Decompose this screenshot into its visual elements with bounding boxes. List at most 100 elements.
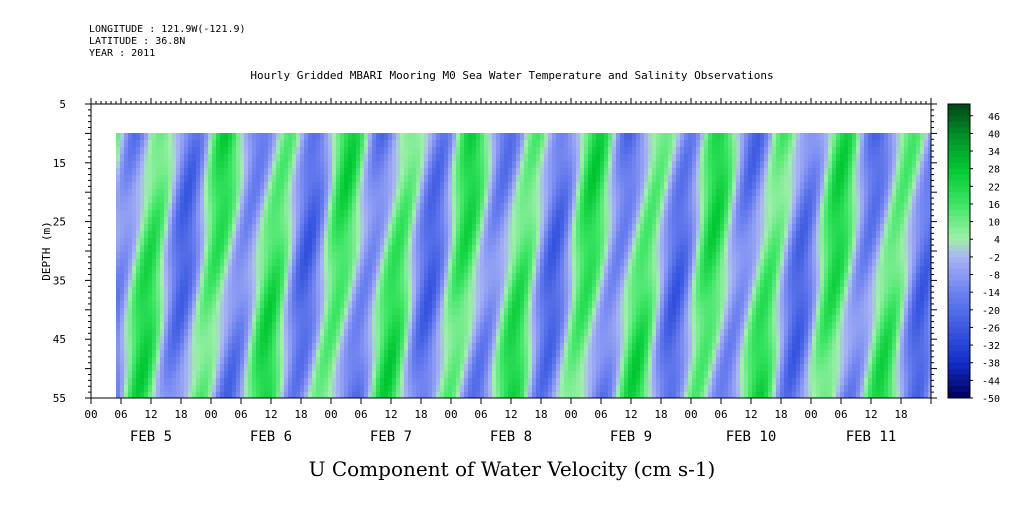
- heatmap-cell: [372, 336, 377, 344]
- heatmap-cell: [368, 371, 373, 379]
- heatmap-cell: [128, 287, 133, 295]
- heatmap-cell: [172, 392, 177, 399]
- heatmap-cell: [580, 343, 585, 351]
- heatmap-cell: [560, 378, 565, 386]
- heatmap-cell: [564, 175, 569, 183]
- heatmap-cell: [576, 189, 581, 197]
- heatmap-cell: [480, 378, 485, 386]
- heatmap-cell: [320, 196, 325, 204]
- heatmap-cell: [180, 273, 185, 281]
- heatmap-cell: [212, 322, 217, 330]
- heatmap-cell: [604, 343, 609, 351]
- heatmap-cell: [580, 315, 585, 323]
- heatmap-cell: [336, 378, 341, 386]
- heatmap-cell: [188, 147, 193, 155]
- heatmap-cell: [444, 147, 449, 155]
- heatmap-cell: [156, 301, 161, 309]
- heatmap-cell: [156, 329, 161, 337]
- heatmap-cell: [556, 364, 561, 372]
- heatmap-cell: [120, 322, 125, 330]
- heatmap-cell: [356, 392, 361, 399]
- heatmap-cell: [172, 371, 177, 379]
- heatmap-cell: [612, 294, 617, 302]
- heatmap-cell: [332, 357, 337, 365]
- heatmap-cell: [432, 175, 437, 183]
- heatmap-cell: [296, 301, 301, 309]
- heatmap-cell: [600, 168, 605, 176]
- heatmap-cell: [180, 189, 185, 197]
- heatmap-cell: [240, 189, 245, 197]
- heatmap-cell: [420, 231, 425, 239]
- heatmap-cell: [548, 287, 553, 295]
- heatmap-cell: [164, 273, 169, 281]
- heatmap-cell: [576, 161, 581, 169]
- heatmap-cell: [400, 343, 405, 351]
- heatmap-cell: [576, 266, 581, 274]
- heatmap-cell: [344, 294, 349, 302]
- heatmap-cell: [160, 294, 165, 302]
- heatmap-cell: [300, 231, 305, 239]
- heatmap-cell: [376, 175, 381, 183]
- heatmap-cell: [488, 133, 493, 141]
- heatmap-cell: [428, 147, 433, 155]
- heatmap-cell: [600, 147, 605, 155]
- heatmap-cell: [276, 189, 281, 197]
- heatmap-cell: [476, 189, 481, 197]
- heatmap-cell: [440, 203, 445, 211]
- heatmap-cell: [196, 371, 201, 379]
- heatmap-cell: [140, 245, 145, 253]
- heatmap-cell: [548, 259, 553, 267]
- heatmap-cell: [336, 392, 341, 399]
- heatmap-cell: [616, 294, 621, 302]
- heatmap-cell: [544, 238, 549, 246]
- heatmap-cell: [284, 175, 289, 183]
- heatmap-cell: [228, 364, 233, 372]
- heatmap-cell: [528, 210, 533, 218]
- heatmap-cell: [544, 245, 549, 253]
- heatmap-cell: [428, 315, 433, 323]
- heatmap-cell: [144, 266, 149, 274]
- heatmap-cell: [488, 329, 493, 337]
- heatmap-cell: [140, 357, 145, 365]
- heatmap-cell: [468, 273, 473, 281]
- heatmap-cell: [576, 336, 581, 344]
- heatmap-cell: [600, 259, 605, 267]
- heatmap-cell: [464, 371, 469, 379]
- heatmap-cell: [164, 385, 169, 393]
- heatmap-cell: [280, 343, 285, 351]
- heatmap-cell: [424, 357, 429, 365]
- heatmap-cell: [260, 385, 265, 393]
- heatmap-cell: [120, 280, 125, 288]
- heatmap-cell: [360, 266, 365, 274]
- heatmap-cell: [264, 259, 269, 267]
- heatmap-cell: [580, 378, 585, 386]
- heatmap-cell: [236, 378, 241, 386]
- heatmap-cell: [336, 217, 341, 225]
- heatmap-cell: [456, 308, 461, 316]
- heatmap-cell: [116, 147, 121, 155]
- heatmap-cell: [152, 203, 157, 211]
- heatmap-cell: [632, 147, 637, 155]
- heatmap-cell: [556, 245, 561, 253]
- heatmap-cell: [404, 224, 409, 232]
- heatmap-cell: [584, 371, 589, 379]
- heatmap-cell: [512, 224, 517, 232]
- heatmap-cell: [260, 203, 265, 211]
- heatmap-cell: [588, 357, 593, 365]
- heatmap-cell: [488, 357, 493, 365]
- heatmap-cell: [132, 266, 137, 274]
- heatmap-cell: [496, 378, 501, 386]
- heatmap-cell: [384, 280, 389, 288]
- heatmap-cell: [524, 133, 529, 141]
- heatmap-cell: [116, 161, 121, 169]
- heatmap-cell: [392, 238, 397, 246]
- heatmap-cell: [564, 196, 569, 204]
- heatmap-cell: [208, 357, 213, 365]
- heatmap-cell: [224, 231, 229, 239]
- heatmap-cell: [464, 231, 469, 239]
- heatmap-cell: [184, 280, 189, 288]
- heatmap-cell: [404, 301, 409, 309]
- heatmap-cell: [164, 189, 169, 197]
- heatmap-cell: [312, 301, 317, 309]
- heatmap-cell: [380, 154, 385, 162]
